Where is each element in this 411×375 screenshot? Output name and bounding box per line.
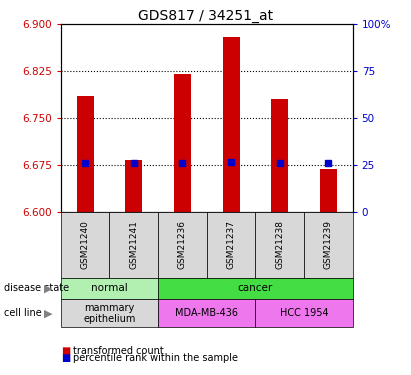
Text: ▶: ▶ [44,284,53,293]
Text: transformed count: transformed count [73,346,164,355]
Text: ■: ■ [61,346,70,355]
Text: disease state: disease state [4,284,69,293]
Text: ■: ■ [61,353,70,363]
Bar [76,96,94,212]
Bar [271,99,288,212]
Text: ▶: ▶ [44,308,53,318]
Text: normal: normal [91,284,128,293]
Text: GSM21241: GSM21241 [129,220,138,269]
Text: GSM21238: GSM21238 [275,220,284,269]
Text: GSM21236: GSM21236 [178,220,187,269]
Text: mammary
epithelium: mammary epithelium [83,303,136,324]
Bar [320,170,337,212]
Text: GDS817 / 34251_at: GDS817 / 34251_at [138,9,273,23]
Text: MDA-MB-436: MDA-MB-436 [175,308,238,318]
Text: GSM21240: GSM21240 [81,220,90,269]
Bar [125,160,142,212]
Text: GSM21239: GSM21239 [324,220,333,269]
Text: cell line: cell line [4,308,42,318]
Text: percentile rank within the sample: percentile rank within the sample [73,353,238,363]
Text: cancer: cancer [238,284,273,293]
Bar [222,37,240,212]
Text: GSM21237: GSM21237 [226,220,236,269]
Bar [174,74,191,212]
Text: HCC 1954: HCC 1954 [280,308,328,318]
